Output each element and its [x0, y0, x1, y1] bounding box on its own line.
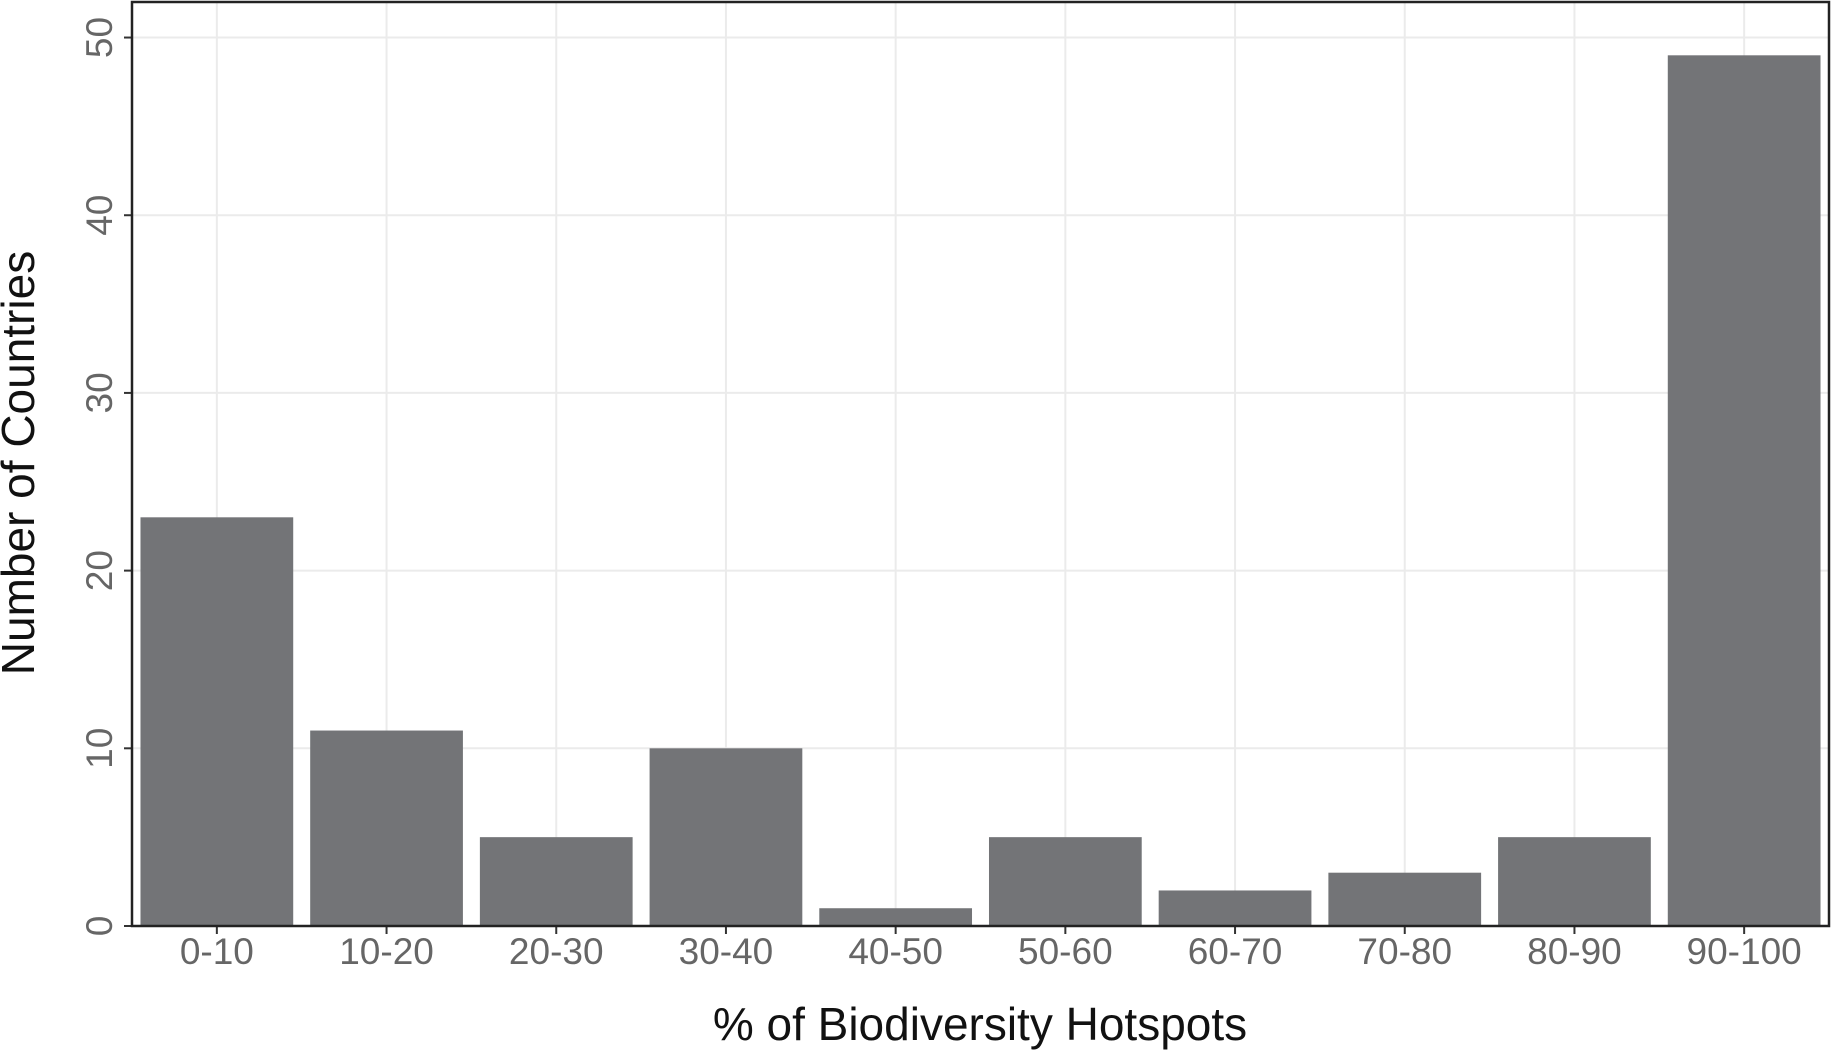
y-tick-label: 40: [79, 195, 120, 236]
y-axis-title: Number of Countries: [0, 251, 44, 675]
x-tick-label: 30-40: [679, 931, 774, 972]
bar: [1158, 890, 1312, 926]
bar: [819, 908, 973, 926]
x-tick-label: 60-70: [1188, 931, 1283, 972]
x-tick-label: 40-50: [848, 931, 943, 972]
bar: [1328, 872, 1482, 926]
y-tick-label: 50: [79, 17, 120, 58]
x-axis-title: % of Biodiversity Hotspots: [713, 998, 1247, 1050]
x-tick-label: 0-10: [180, 931, 254, 972]
y-tick-label: 0: [79, 916, 120, 937]
x-tick-label: 90-100: [1687, 931, 1802, 972]
x-tick-label: 10-20: [339, 931, 434, 972]
bar: [479, 837, 633, 926]
y-tick-label: 10: [79, 728, 120, 769]
y-tick-label: 20: [79, 550, 120, 591]
bar: [649, 748, 803, 926]
bar: [310, 730, 463, 926]
bar: [988, 837, 1142, 926]
x-tick-label: 20-30: [509, 931, 604, 972]
x-tick-label: 70-80: [1357, 931, 1452, 972]
bar: [1498, 837, 1651, 926]
x-tick-label: 80-90: [1527, 931, 1622, 972]
panel-border: [130, 0, 1831, 928]
bar: [140, 517, 294, 926]
y-tick-label: 30: [79, 372, 120, 413]
bar: [1667, 55, 1821, 927]
x-tick-label: 50-60: [1018, 931, 1113, 972]
